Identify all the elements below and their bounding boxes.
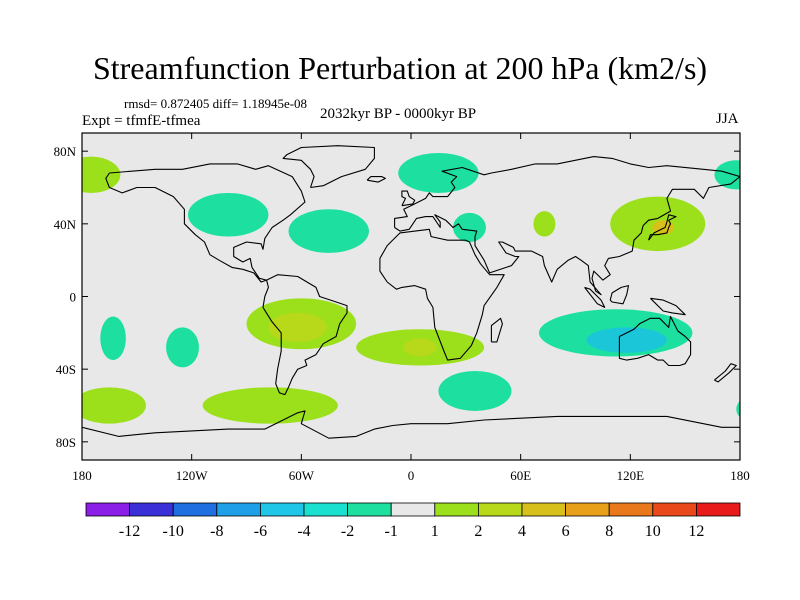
coastline-antarctica <box>82 410 740 439</box>
colorbar-swatch <box>565 502 610 517</box>
axis-layer: 180 120W 60W 0 60E 120E 180 80N 40N 0 40S 80S <box>54 133 750 483</box>
coastline-sumatra <box>584 286 606 308</box>
colorbar-label: 10 <box>645 523 661 540</box>
experiment-label: Expt = tfmfE-tfmea <box>82 113 201 129</box>
time-period-label: 2032kyr BP - 0000kyr BP <box>320 106 477 122</box>
coastline-new-guinea <box>650 297 686 316</box>
x-tick-label: 180 <box>72 468 92 483</box>
colorbar-label: -10 <box>163 523 184 540</box>
anomaly-north-america <box>188 192 269 237</box>
x-tick-label: 60E <box>510 468 531 483</box>
anomaly-southern-ocean-sw-pacific <box>82 387 146 424</box>
colorbar-label: 4 <box>518 523 526 540</box>
colorbar-swatch <box>129 502 174 517</box>
season-label: JJA <box>716 111 739 127</box>
colorbar-label: -8 <box>210 523 223 540</box>
colorbar-swatch <box>347 502 392 517</box>
anomaly-europe <box>398 152 479 193</box>
anomaly-north-atlantic <box>288 209 369 253</box>
colorbar-label: -2 <box>341 523 354 540</box>
anomaly-mediterranean <box>453 212 486 242</box>
chart-title: Streamfunction Perturbation at 200 hPa (… <box>92 50 708 86</box>
coastline-australia <box>618 315 692 367</box>
colorbar-swatch <box>652 502 697 517</box>
colorbar-label: 12 <box>688 523 704 540</box>
colorbar-swatch <box>434 502 479 517</box>
colorbar-label: -6 <box>254 523 267 540</box>
coastline-eurasia <box>394 156 740 296</box>
colorbar-swatch <box>85 502 130 517</box>
coastline-borneo <box>609 285 630 305</box>
colorbar-swatch <box>303 502 348 517</box>
anomaly-australia-core <box>586 327 667 353</box>
anomaly-north-pacific-west <box>82 156 121 193</box>
colorbar-swatch <box>521 502 566 517</box>
coastline-greenland <box>282 145 375 189</box>
colorbar-label: 8 <box>605 523 613 540</box>
coastline-new-zealand <box>714 363 737 383</box>
y-tick-label: 40N <box>54 217 77 232</box>
x-tick-label: 0 <box>408 468 415 483</box>
rmsd-stats: rmsd= 0.872405 diff= 1.18945e-08 <box>124 96 308 111</box>
x-tick-label: 60W <box>289 468 315 483</box>
anomaly-north-pacific-east <box>714 160 740 190</box>
x-tick-label: 120W <box>176 468 209 483</box>
colorbar-swatch <box>216 502 261 517</box>
anomaly-south-pacific-central <box>166 327 199 368</box>
anomaly-southern-ocean-atlantic <box>438 370 512 411</box>
colorbar-swatch <box>172 502 218 517</box>
anomaly-south-atlantic-core <box>403 338 437 357</box>
y-tick-label: 80S <box>56 435 76 450</box>
coastline-madagascar <box>490 317 503 343</box>
colorbar-label: -4 <box>297 523 310 540</box>
coastline-great-britain <box>401 190 416 207</box>
anomaly-southern-ocean-se-pacific <box>202 387 338 424</box>
colorbar-swatch <box>477 502 523 517</box>
coastline-north-america <box>105 163 306 283</box>
colorbar-label: 6 <box>562 523 570 540</box>
colorbar-label: -12 <box>119 523 140 540</box>
colorbar: -12 -10 -8 -6 -4 -2 -1 1 2 4 6 8 10 12 <box>85 502 741 540</box>
anomaly-south-america-core <box>268 312 327 342</box>
colorbar-swatch <box>608 502 654 517</box>
y-tick-label: 40S <box>56 362 76 377</box>
colorbar-swatch <box>696 502 741 517</box>
coastline-iceland <box>366 176 386 183</box>
colorbar-label: 2 <box>474 523 482 540</box>
x-tick-label: 180 <box>730 468 750 483</box>
coastline-layer <box>82 145 740 439</box>
x-tick-label: 120E <box>617 468 645 483</box>
anomaly-south-pacific-west <box>100 316 126 361</box>
coastline-africa <box>379 228 505 361</box>
coastline-japan <box>648 214 677 241</box>
anomaly-central-asia <box>533 211 556 237</box>
anomaly-southern-ocean-east-edge <box>736 401 740 417</box>
colorbar-label: 1 <box>431 523 439 540</box>
colorbar-swatch <box>259 502 305 517</box>
colorbar-swatch <box>390 502 436 517</box>
coastline-south-america <box>262 274 348 396</box>
y-tick-label: 80N <box>54 144 77 159</box>
colorbar-label: -1 <box>385 523 398 540</box>
anomaly-layer <box>82 152 740 424</box>
y-tick-label: 0 <box>70 290 77 305</box>
